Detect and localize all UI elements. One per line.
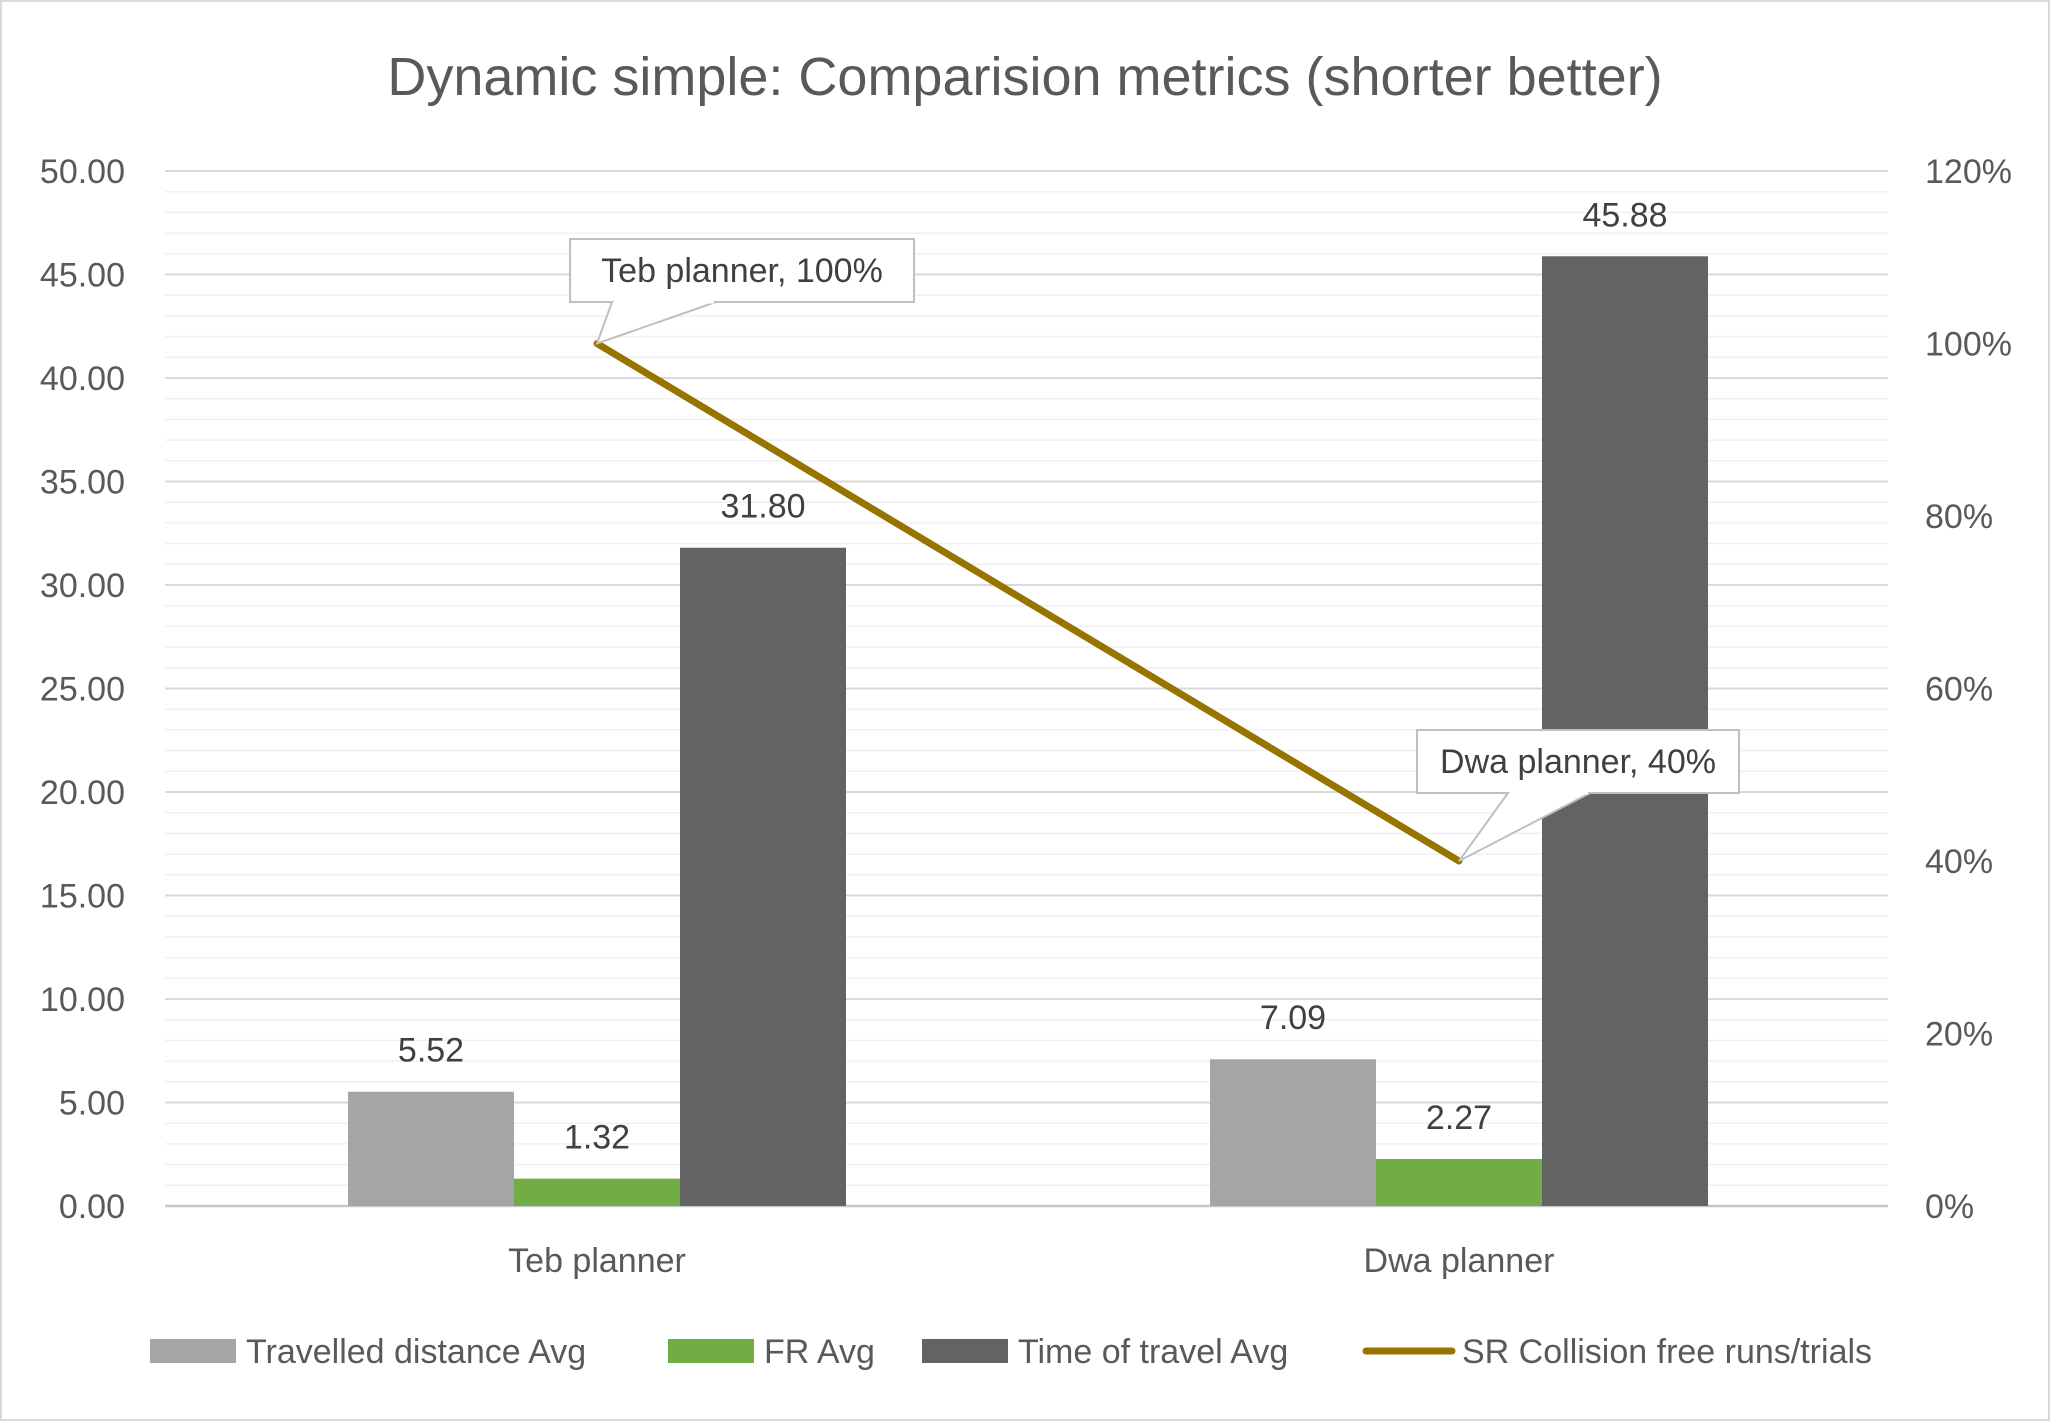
y-tick-label: 40.00 (40, 360, 125, 398)
legend-label: Time of travel Avg (1018, 1333, 1288, 1371)
bar-value-label: 45.88 (1582, 196, 1667, 234)
y-tick-label: 5.00 (59, 1085, 125, 1123)
y-axis-secondary: 0% 20% 40% 60% 80% 100% 120% (1925, 153, 2012, 1226)
bar-value-label: 31.80 (720, 488, 805, 526)
y-axis-primary: 0.00 5.00 10.00 15.00 20.00 25.00 30.00 35.00 40… (40, 153, 125, 1226)
bar (1376, 1159, 1542, 1206)
y2-tick-label: 120% (1925, 153, 2012, 191)
y-tick-label: 25.00 (40, 671, 125, 709)
bar-data-labels: 5.52 7.09 1.32 2.27 31.80 45.88 (398, 196, 1668, 1156)
y-tick-label: 20.00 (40, 774, 125, 812)
y-tick-label: 10.00 (40, 981, 125, 1019)
callout-box (1416, 729, 1740, 794)
bar-value-label: 7.09 (1260, 999, 1326, 1037)
line-series: Teb planner, 100% Dwa planner, 40% (569, 238, 1740, 865)
bar (348, 1091, 514, 1206)
legend: Travelled distance Avg FR Avg Time of trav… (150, 1333, 1872, 1371)
bar (1210, 1059, 1376, 1206)
y2-tick-label: 20% (1925, 1016, 1993, 1054)
y2-tick-label: 60% (1925, 671, 1993, 709)
callout-box (569, 238, 915, 303)
callout-pointer (1458, 792, 1591, 862)
bar-value-label: 1.32 (564, 1119, 630, 1157)
x-tick-label: Dwa planner (1364, 1242, 1555, 1280)
x-tick-label: Teb planner (508, 1242, 686, 1280)
y-tick-label: 30.00 (40, 567, 125, 605)
y-tick-label: 50.00 (40, 153, 125, 191)
y-tick-label: 0.00 (59, 1188, 125, 1226)
legend-swatch (668, 1339, 754, 1363)
legend-label: Travelled distance Avg (246, 1333, 586, 1371)
bar-value-label: 2.27 (1426, 1099, 1492, 1137)
bar (680, 547, 846, 1206)
line-point-label: Dwa planner, 40% (1440, 743, 1716, 781)
y2-tick-label: 100% (1925, 326, 2012, 364)
legend-swatch (150, 1339, 236, 1363)
legend-label: SR Collision free runs/trials (1462, 1333, 1872, 1371)
callout-pointer (595, 301, 717, 346)
y2-tick-label: 80% (1925, 498, 1993, 536)
line-point-label: Teb planner, 100% (601, 252, 883, 290)
y-tick-label: 15.00 (40, 878, 125, 916)
legend-swatch (922, 1339, 1008, 1363)
y2-tick-label: 0% (1925, 1188, 1974, 1226)
bar (514, 1178, 680, 1206)
legend-label: FR Avg (764, 1333, 875, 1371)
y2-tick-label: 40% (1925, 843, 1993, 881)
sr-line (593, 340, 1463, 865)
y-tick-label: 45.00 (40, 257, 125, 295)
x-axis: Teb planner Dwa planner (508, 1242, 1554, 1280)
bar-value-label: 5.52 (398, 1032, 464, 1070)
y-tick-label: 35.00 (40, 464, 125, 502)
chart-title: Dynamic simple: Comparision metrics (sho… (387, 47, 1662, 107)
